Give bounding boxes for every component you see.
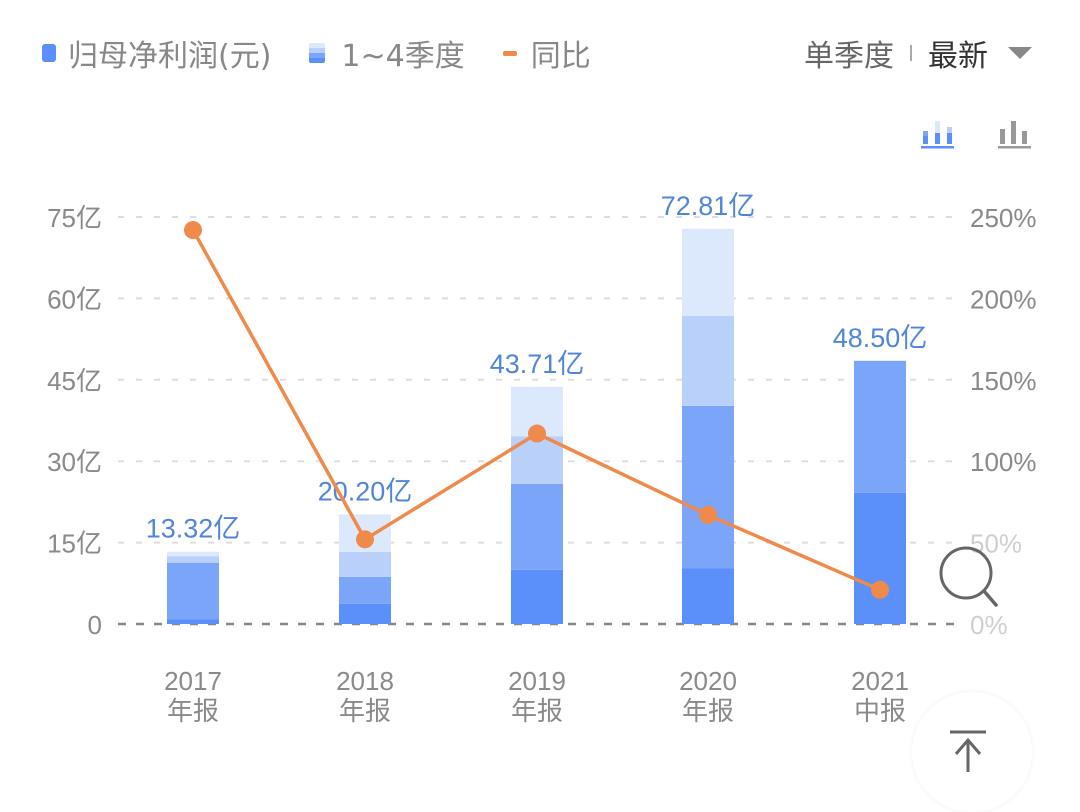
bar-2021[interactable] [854,360,906,624]
x-tick-report-type: 年报 [682,697,734,727]
yoy-point[interactable] [184,221,202,240]
y-right-tick-label: 100% [970,447,1037,477]
x-tick-report-type: 年报 [511,697,563,727]
legend-swatch-stack-icon [309,43,326,63]
back-to-top-button[interactable] [912,692,1032,812]
legend-swatch-square-icon [42,44,56,62]
legend-label: 归母净利润(元) [68,39,272,74]
bar-2020[interactable] [682,228,734,624]
bar-segment-q2[interactable] [339,576,391,604]
bar-segment-q4[interactable] [167,551,219,557]
divider [910,45,912,61]
y-tick-label: 75亿 [47,203,102,233]
y-tick-label: 30亿 [47,447,102,477]
bar-segment-q4[interactable] [682,228,734,316]
legend-label: 同比 [530,39,591,74]
y-right-tick-label: 200% [970,284,1037,314]
y-tick-label: 60亿 [47,284,102,314]
bar-segment-q1[interactable] [167,619,219,624]
yoy-point[interactable] [699,505,717,524]
bar-segment-q1[interactable] [682,568,734,624]
magnifier-icon[interactable] [939,546,998,607]
x-tick-year: 2018 [336,666,394,696]
bar-2017[interactable] [167,551,219,624]
y-right-tick-label: 250% [970,203,1037,233]
x-tick-report-type: 年报 [167,697,219,727]
bar-total-label: 72.81亿 [661,191,756,221]
bar-segment-q2[interactable] [511,483,563,570]
y-axis-left: 0 15亿 30亿 45亿 60亿 75亿 [47,203,102,640]
stacked-bar-chart-icon[interactable] [920,115,956,151]
y-tick-label: 15亿 [47,529,102,559]
bar-total-label: 13.32亿 [146,514,241,544]
yoy-line [184,221,889,599]
x-tick-year: 2019 [508,666,566,696]
bar-segment-q1[interactable] [854,492,906,624]
legend-item-quarters[interactable]: 1~4季度 [309,31,465,75]
bar-2019[interactable] [511,386,563,624]
y-right-tick-label: 0% [970,610,1008,640]
bar-segment-q3[interactable] [167,556,219,563]
x-tick-report-type: 中报 [854,697,906,727]
chart-controls: 单季度 最新 [804,28,1032,78]
legend-item-yoy[interactable]: 同比 [502,31,591,75]
y-axis-right: 0% 50% 100% 150% 200% 250% [970,203,1037,640]
chart-legend: 归母净利润(元) 1~4季度 同比 [42,28,629,78]
bar-segment-q2[interactable] [854,360,906,493]
x-tick-report-type: 年报 [339,697,391,727]
back-to-top-icon [950,730,986,772]
y-right-tick-label: 150% [970,366,1037,396]
bar-segment-q2[interactable] [682,405,734,569]
bar-segment-q2[interactable] [167,562,219,620]
bar-total-label: 48.50亿 [833,323,928,353]
net-profit-chart: 0 15亿 30亿 45亿 60亿 75亿 0% 50% 100% 150% 200% 250% 1… [47,191,1037,727]
bar-total-label: 43.71亿 [490,349,585,379]
yoy-point[interactable] [528,424,546,443]
chevron-down-icon[interactable] [1008,47,1032,59]
x-tick-year: 2021 [851,666,909,696]
range-dropdown[interactable]: 最新 [928,39,988,74]
bar-segment-q3[interactable] [339,551,391,577]
period-toggle-single-quarter[interactable]: 单季度 [804,39,894,74]
y-tick-label: 0 [88,610,102,640]
legend-label: 1~4季度 [341,39,465,74]
y-right-tick-label: 50% [970,529,1022,559]
legend-swatch-line-icon [502,50,517,56]
y-tick-label: 45亿 [47,366,102,396]
yoy-point[interactable] [871,580,889,599]
legend-item-net-profit[interactable]: 归母净利润(元) [42,31,271,75]
yoy-point[interactable] [356,530,374,549]
x-tick-year: 2017 [164,666,222,696]
bar-chart-icon[interactable] [996,115,1032,151]
x-tick-year: 2020 [679,666,737,696]
bar-segment-q3[interactable] [682,315,734,406]
bar-segment-q1[interactable] [339,603,391,624]
bar-segment-q1[interactable] [511,569,563,624]
